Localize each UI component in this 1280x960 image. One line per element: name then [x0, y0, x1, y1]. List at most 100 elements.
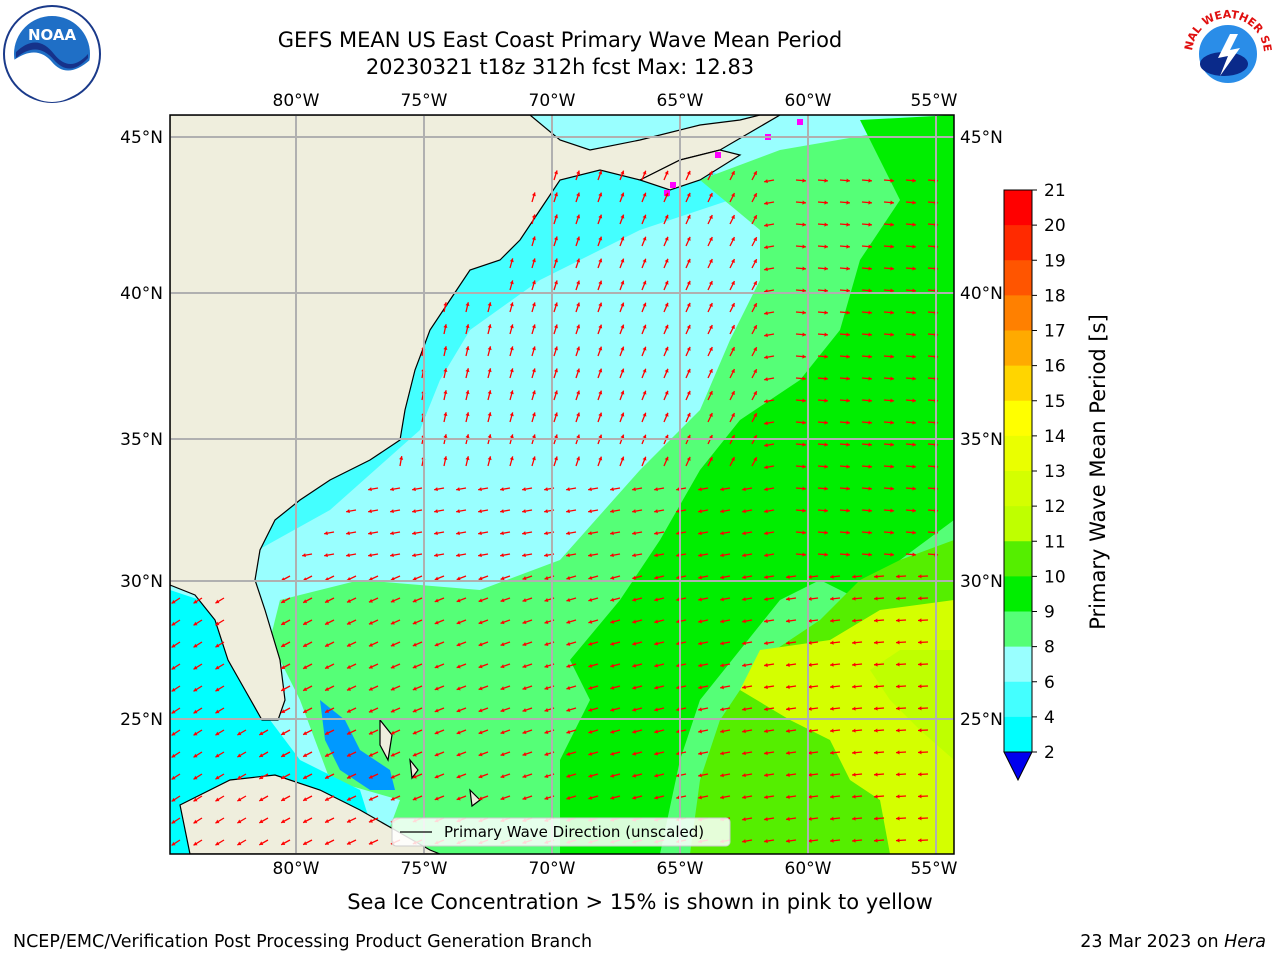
wave-arrow-head: [325, 841, 330, 845]
wave-arrow-head: [465, 412, 470, 417]
wave-arrow-head: [642, 170, 647, 175]
wave-arrow-head: [500, 730, 505, 735]
colorbar-segment: [1004, 400, 1032, 437]
wave-arrow-head: [698, 663, 702, 668]
wave-arrow-head: [720, 597, 724, 602]
wave-arrow-head: [868, 398, 872, 403]
wave-arrow-head: [753, 259, 757, 264]
wave-arrow-head: [664, 456, 669, 461]
wave-arrow-head: [500, 598, 505, 603]
wave-arrow-head: [509, 434, 514, 439]
wave-arrow-head: [531, 390, 536, 395]
wave-arrow-head: [500, 553, 504, 558]
wave-arrow-head: [522, 509, 526, 514]
wave-arrow-head: [632, 553, 636, 558]
wave-arrow-head: [281, 775, 286, 779]
wave-arrow-head: [918, 706, 922, 711]
wave-arrow-head: [686, 170, 691, 175]
wave-arrow-head: [686, 236, 691, 241]
wave-arrow-head: [346, 620, 351, 625]
wave-arrow-head: [868, 508, 872, 513]
wave-arrow-head: [912, 420, 916, 425]
wave-arrow-head: [531, 236, 536, 241]
wave-arrow-head: [874, 838, 878, 843]
wave-arrow-head: [731, 369, 735, 374]
wave-arrow-head: [259, 797, 264, 802]
wave-arrow-head: [610, 641, 615, 646]
wave-arrow-head: [576, 346, 581, 351]
wave-arrow-head: [764, 728, 768, 734]
wave-arrow-head: [764, 333, 768, 338]
wave-arrow-head: [642, 192, 647, 197]
wave-arrow-head: [237, 775, 242, 780]
wave-arrow-head: [686, 280, 691, 285]
wave-arrow-head: [487, 346, 492, 351]
wave-arrow-head: [237, 753, 242, 758]
wave-arrow-head: [193, 797, 198, 802]
colorbar-tick-label: 20: [1044, 216, 1066, 236]
wave-arrow-head: [598, 192, 603, 197]
wave-arrow-head: [753, 193, 757, 198]
wave-arrow-head: [588, 487, 592, 492]
wave-arrow-head: [912, 288, 916, 293]
wave-arrow-head: [544, 664, 549, 668]
wave-arrow-head: [912, 222, 916, 227]
wave-arrow-head: [642, 214, 647, 219]
wave-arrow-head: [576, 390, 581, 395]
wave-arrow-head: [912, 486, 916, 491]
wave-arrow-head: [824, 464, 828, 469]
wave-arrow-head: [478, 796, 483, 801]
wave-arrow-head: [890, 310, 894, 315]
wave-arrow-head: [531, 280, 536, 285]
lat-tick-right: 30°N: [960, 572, 1003, 592]
wave-arrow-head: [554, 390, 558, 395]
wave-arrow-head: [554, 324, 558, 329]
wave-arrow-head: [731, 171, 735, 176]
wave-arrow-head: [598, 170, 603, 175]
wave-arrow-head: [802, 354, 806, 359]
wave-arrow-head: [434, 620, 439, 625]
wave-arrow-head: [664, 434, 669, 439]
wave-arrow-head: [918, 728, 922, 733]
wave-arrow-head: [764, 267, 768, 272]
wave-arrow-head: [303, 797, 308, 801]
wave-arrow-head: [346, 818, 351, 823]
wave-arrow-head: [193, 665, 198, 670]
wave-arrow-head: [487, 324, 492, 329]
wave-arrow-head: [325, 775, 330, 779]
wave-arrow-head: [456, 598, 461, 603]
wave-arrow-head: [478, 708, 483, 713]
wave-arrow-head: [390, 576, 395, 581]
wave-arrow-head: [720, 685, 724, 690]
wave-arrow-head: [868, 530, 872, 535]
wave-arrow-head: [846, 420, 850, 425]
wave-arrow-head: [598, 302, 603, 307]
wave-arrow-head: [456, 774, 461, 779]
wave-arrow-head: [390, 531, 394, 536]
wave-arrow-head: [346, 686, 351, 691]
wave-arrow-head: [764, 640, 768, 646]
wave-arrow-head: [576, 258, 581, 263]
wave-arrow-head: [708, 324, 713, 329]
wave-arrow-head: [566, 553, 570, 558]
lat-tick-left: 25°N: [120, 710, 163, 730]
wave-arrow-head: [487, 412, 492, 417]
wave-arrow-head: [554, 258, 558, 263]
wave-arrow-head: [742, 663, 746, 668]
lat-tick-right: 45°N: [960, 128, 1003, 148]
wave-arrow-head: [576, 302, 581, 307]
colorbar-tick-label: 6: [1044, 673, 1055, 693]
wave-arrow-head: [598, 456, 603, 461]
wave-arrow-head: [325, 687, 330, 691]
wave-arrow-head: [896, 816, 900, 821]
wave-arrow-head: [368, 730, 373, 735]
wave-arrow-head: [632, 773, 637, 778]
wave-arrow-head: [912, 530, 916, 535]
colorbar-tick-label: 17: [1044, 322, 1066, 342]
wave-arrow-head: [620, 170, 625, 175]
wave-arrow-head: [346, 664, 351, 669]
wave-arrow-head: [566, 795, 571, 800]
wave-arrow-head: [896, 640, 900, 645]
wave-arrow-head: [720, 531, 724, 536]
wave-arrow-head: [390, 620, 395, 625]
